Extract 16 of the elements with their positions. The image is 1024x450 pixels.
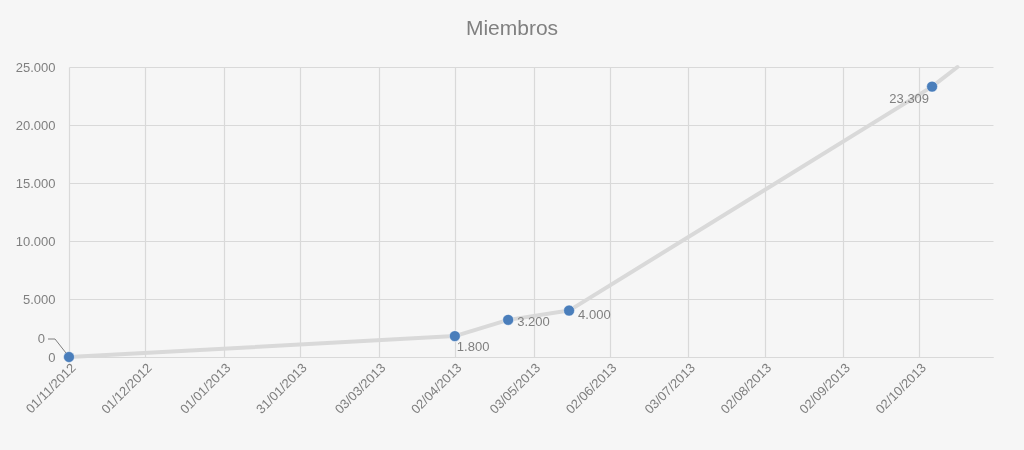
y-tick-label: 10.000	[15, 233, 56, 249]
point	[449, 330, 461, 342]
y-tick-label: 25.000	[15, 59, 56, 75]
point	[563, 304, 575, 317]
y-tick-label: 15.000	[15, 175, 56, 191]
data-label: 1.800	[456, 339, 490, 355]
data-label: 4.000	[578, 306, 611, 322]
y-tick-label: 5.000	[22, 291, 56, 307]
point	[502, 314, 514, 326]
point	[63, 351, 75, 363]
y-tick-label: 0	[48, 349, 56, 365]
chart-title: Miembros	[465, 16, 559, 39]
data-label: 23.309	[889, 90, 930, 106]
point	[926, 80, 938, 93]
data-label: 3.200	[517, 313, 550, 329]
y-tick-label: 20.000	[15, 117, 56, 133]
